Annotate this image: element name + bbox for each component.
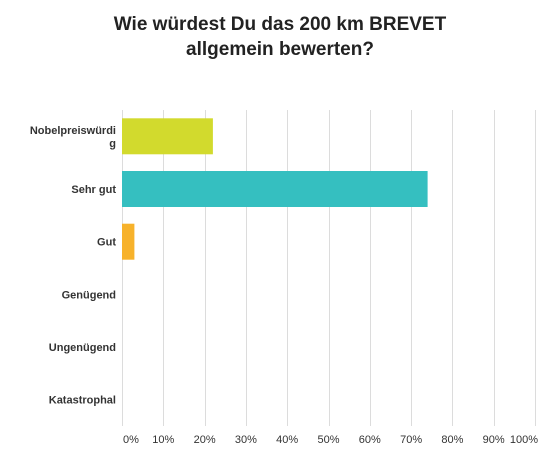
tick-label-8: 80% [441,434,463,446]
bar-2 [122,223,135,260]
category-label-0: Nobelpreiswürdi g [30,125,116,150]
bars [122,118,428,260]
gridlines [122,110,536,426]
tick-label-6: 60% [359,434,381,446]
chart-title-line-2: allgemein bewerten? [186,39,374,60]
chart-title: Wie würdest Du das 200 km BREVET allgeme… [0,12,560,62]
tick-label-7: 70% [400,434,422,446]
tick-label-10: 100% [510,434,538,446]
category-label-3: Genügend [62,289,116,301]
category-label-1: Sehr gut [71,184,116,196]
category-label-2: Gut [97,237,116,249]
tick-labels: 0% 10% 20% 30% 40% 50% 60% 70% 80% 90% 100% [123,434,538,446]
bar-0 [122,118,213,155]
chart-title-line-1: Wie würdest Du das 200 km BREVET [113,14,447,35]
tick-label-1: 10% [152,434,174,446]
tick-label-0: 0% [123,434,139,446]
bar-1 [122,171,428,207]
category-labels: Nobelpreiswürdi g Sehr gut Gut Genügend Ungen… [30,125,117,407]
tick-label-5: 50% [317,434,339,446]
tick-label-4: 40% [276,434,298,446]
category-label-5: Katastrophal [49,395,116,407]
tick-label-9: 90% [483,434,505,446]
category-label-4: Ungenügend [49,342,116,354]
tick-label-2: 20% [194,434,216,446]
tick-label-3: 30% [235,434,257,446]
